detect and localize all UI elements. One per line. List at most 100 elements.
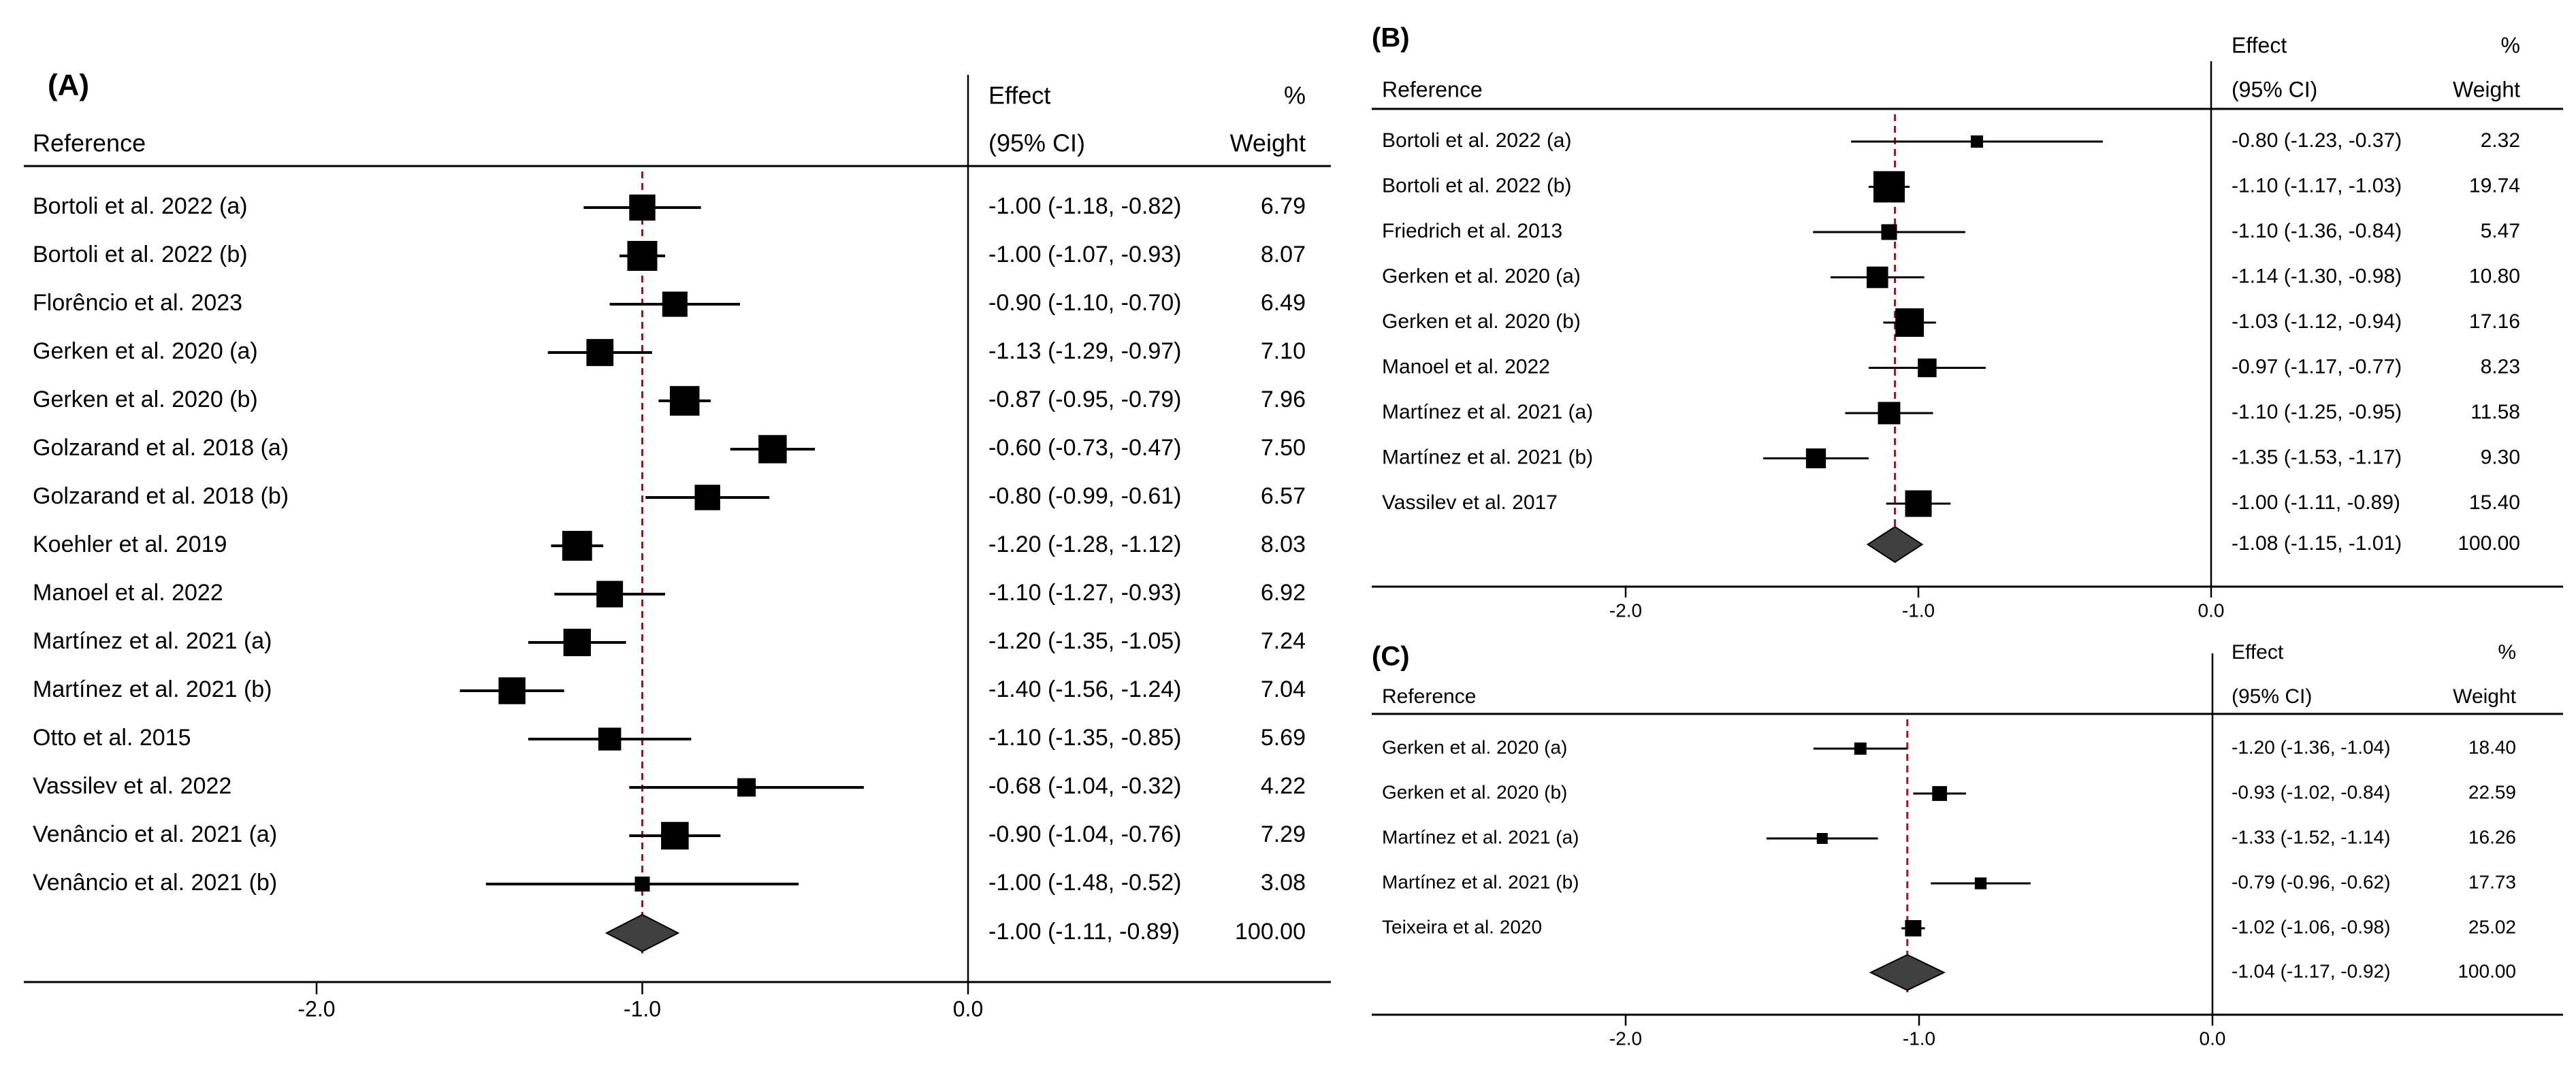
effect-square-marker <box>1905 490 1932 517</box>
study-row: Bortoli et al. 2022 (b) -1.00 (-1.07, -0.… <box>33 241 1306 271</box>
header-ci: (95% CI) <box>988 129 1085 157</box>
study-row: Gerken et al. 2020 (a) -1.13 (-1.29, -0.9… <box>33 338 1306 366</box>
study-effect-ci: -1.20 (-1.36, -1.04) <box>2232 736 2390 757</box>
panel-label: (B) <box>1372 23 1410 53</box>
study-row: Martínez et al. 2021 (a) -1.10 (-1.25, -0… <box>1382 401 2520 425</box>
x-tick-label: -1.0 <box>1903 1028 1935 1049</box>
header-percent: % <box>2498 641 2516 664</box>
study-weight: 3.08 <box>1261 870 1306 896</box>
study-reference: Gerken et al. 2020 (b) <box>33 387 258 412</box>
header-reference: Reference <box>1382 685 1476 708</box>
study-weight: 9.30 <box>2481 446 2520 468</box>
study-row: Martínez et al. 2021 (a) -1.20 (-1.35, -1… <box>33 628 1306 657</box>
study-row: Martínez et al. 2021 (a) -1.33 (-1.52, -1… <box>1382 826 2516 847</box>
study-row: Martínez et al. 2021 (b) -0.79 (-0.96, -0… <box>1382 871 2516 892</box>
x-tick-label: 0.0 <box>2198 600 2225 621</box>
header-ci: (95% CI) <box>2232 77 2317 101</box>
study-effect-ci: -1.00 (-1.18, -0.82) <box>988 193 1181 219</box>
study-weight: 7.10 <box>1261 338 1306 364</box>
study-weight: 7.29 <box>1261 821 1306 847</box>
study-weight: 2.32 <box>2481 129 2520 152</box>
study-reference: Gerken et al. 2020 (b) <box>1382 781 1567 802</box>
study-row: Gerken et al. 2020 (b) -1.03 (-1.12, -0.9… <box>1382 308 2520 337</box>
effect-square-marker <box>1932 786 1948 801</box>
study-reference: Gerken et al. 2020 (a) <box>1382 736 1567 757</box>
study-row: Bortoli et al. 2022 (a) -0.80 (-1.23, -0.… <box>1382 129 2520 152</box>
effect-square-marker <box>1971 135 1983 148</box>
study-weight: 18.40 <box>2468 736 2516 757</box>
study-reference: Venâncio et al. 2021 (a) <box>33 821 277 847</box>
overall-weight: 100.00 <box>1235 919 1306 945</box>
effect-square-marker <box>1805 448 1826 469</box>
effect-square-marker <box>1918 358 1937 378</box>
effect-square-marker <box>662 291 688 317</box>
study-reference: Koehler et al. 2019 <box>33 532 227 557</box>
study-reference: Golzarand et al. 2018 (b) <box>33 483 289 509</box>
effect-square-marker <box>627 241 658 271</box>
study-reference: Gerken et al. 2020 (a) <box>1382 265 1581 287</box>
study-effect-ci: -1.10 (-1.17, -1.03) <box>2232 174 2402 197</box>
study-weight: 7.50 <box>1261 435 1306 461</box>
effect-square-marker <box>1866 266 1888 289</box>
pooled-diamond-marker <box>1866 525 1924 564</box>
effect-square-marker <box>661 821 689 850</box>
effect-square-marker <box>1895 308 1925 337</box>
header-ci: (95% CI) <box>2232 685 2312 708</box>
study-weight: 5.47 <box>2481 220 2520 242</box>
study-weight: 22.59 <box>2468 781 2516 802</box>
study-effect-ci: -0.80 (-1.23, -0.37) <box>2232 129 2402 152</box>
study-row: Venâncio et al. 2021 (b) -1.00 (-1.48, -0… <box>33 870 1306 896</box>
study-effect-ci: -1.14 (-1.30, -0.98) <box>2232 265 2402 287</box>
x-tick-label: -2.0 <box>1609 600 1642 621</box>
header-effect: Effect <box>2232 641 2284 664</box>
study-reference: Friedrich et al. 2013 <box>1382 220 1562 242</box>
study-row: Martínez et al. 2021 (b) -1.35 (-1.53, -1… <box>1382 446 2520 468</box>
study-effect-ci: -1.03 (-1.12, -0.94) <box>2232 310 2402 333</box>
header-effect: Effect <box>988 82 1050 110</box>
study-weight: 8.23 <box>2481 355 2520 378</box>
study-row: Gerken et al. 2020 (a) -1.20 (-1.36, -1.0… <box>1382 736 2516 757</box>
overall-row: -1.00 (-1.11, -0.89) 100.00 <box>605 913 1306 953</box>
study-weight: 8.07 <box>1261 242 1306 267</box>
panel-b: (B) Reference Effect (95% CI)% Weight -2.0 -1.… <box>1372 23 2563 621</box>
study-effect-ci: -0.90 (-1.04, -0.76) <box>988 821 1181 847</box>
study-effect-ci: -1.00 (-1.11, -0.89) <box>2232 491 2400 514</box>
pooled-diamond-marker <box>1869 953 1946 992</box>
study-row: Vassilev et al. 2017 -1.00 (-1.11, -0.89)… <box>1382 490 2520 517</box>
study-reference: Venâncio et al. 2021 (b) <box>33 870 277 896</box>
study-effect-ci: -1.02 (-1.06, -0.98) <box>2232 916 2390 937</box>
effect-square-marker <box>1816 833 1828 844</box>
study-effect-ci: -0.79 (-0.96, -0.62) <box>2232 871 2390 892</box>
study-effect-ci: -1.40 (-1.56, -1.24) <box>988 676 1181 702</box>
study-row: Gerken et al. 2020 (b) -0.87 (-0.95, -0.7… <box>33 386 1306 416</box>
effect-square-marker <box>1878 402 1901 425</box>
pooled-diamond-marker <box>605 913 680 953</box>
study-weight: 16.26 <box>2468 826 2516 847</box>
study-effect-ci: -1.20 (-1.35, -1.05) <box>988 628 1181 654</box>
study-reference: Vassilev et al. 2022 <box>33 773 231 799</box>
study-effect-ci: -1.00 (-1.48, -0.52) <box>988 870 1181 896</box>
study-effect-ci: -1.33 (-1.52, -1.14) <box>2232 826 2390 847</box>
overall-effect-ci: -1.00 (-1.11, -0.89) <box>988 919 1180 945</box>
study-weight: 15.40 <box>2469 491 2520 514</box>
effect-square-marker <box>694 485 720 510</box>
study-reference: Florêncio et al. 2023 <box>33 290 242 316</box>
effect-square-marker <box>629 194 656 221</box>
study-weight: 8.03 <box>1261 532 1306 557</box>
study-weight: 25.02 <box>2468 916 2516 937</box>
header-percent: % <box>1284 82 1306 110</box>
study-effect-ci: -0.68 (-1.04, -0.32) <box>988 773 1181 799</box>
study-row: Golzarand et al. 2018 (a) -0.60 (-0.73, -… <box>33 435 1306 463</box>
x-tick-label: -2.0 <box>1609 1028 1642 1049</box>
study-weight: 6.92 <box>1261 580 1306 606</box>
study-row: Koehler et al. 2019 -1.20 (-1.28, -1.12) 8… <box>33 531 1306 561</box>
effect-square-marker <box>737 778 756 797</box>
x-tick-label: 0.0 <box>2200 1028 2226 1049</box>
study-row: Gerken et al. 2020 (b) -0.93 (-1.02, -0.8… <box>1382 781 2516 802</box>
study-row: Otto et al. 2015 -1.10 (-1.35, -0.85) 5.69 <box>33 725 1306 751</box>
study-row: Manoel et al. 2022 -1.10 (-1.27, -0.93) 6.… <box>33 580 1306 608</box>
study-effect-ci: -0.60 (-0.73, -0.47) <box>988 435 1181 461</box>
study-reference: Martínez et al. 2021 (b) <box>1382 446 1593 468</box>
study-effect-ci: -1.10 (-1.36, -0.84) <box>2232 220 2402 242</box>
